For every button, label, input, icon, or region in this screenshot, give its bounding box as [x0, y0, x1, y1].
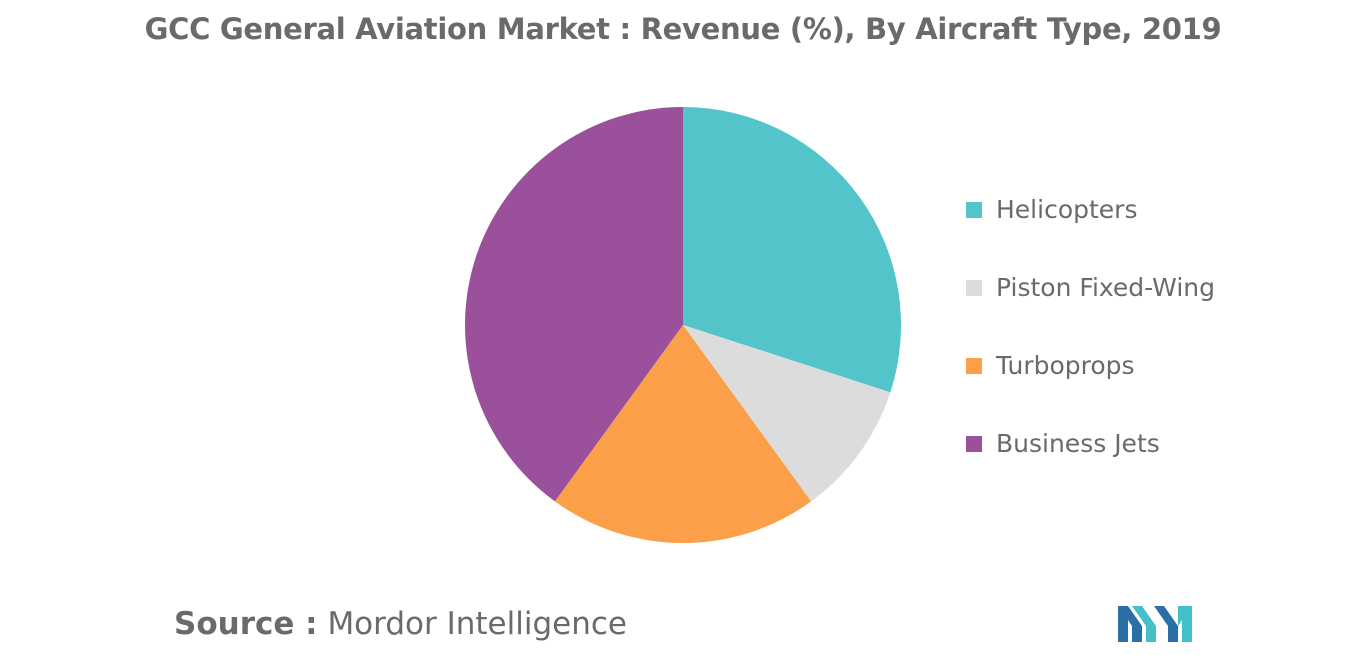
pie-slice-business-jets — [465, 107, 683, 502]
source-value: Mordor Intelligence — [327, 606, 627, 642]
mordor-intelligence-logo-icon — [1118, 606, 1192, 642]
logo-shape-left-light — [1132, 606, 1156, 642]
legend-swatch-helicopters — [966, 202, 982, 218]
legend-item-helicopters: Helicopters — [966, 190, 1215, 268]
legend-label-helicopters: Helicopters — [996, 195, 1138, 224]
source-label: Source : — [174, 606, 318, 642]
logo-shape-right-light — [1178, 606, 1192, 642]
legend-item-turboprops: Turboprops — [966, 346, 1215, 424]
legend-swatch-business-jets — [966, 436, 982, 452]
logo-shape-right-dark — [1154, 606, 1178, 642]
chart-title: GCC General Aviation Market : Revenue (%… — [144, 12, 1222, 46]
logo-shape-left-dark — [1118, 606, 1142, 642]
legend-swatch-piston-fixed-wing — [966, 280, 982, 296]
legend-swatch-turboprops — [966, 358, 982, 374]
pie-slice-piston-fixed-wing — [683, 325, 891, 502]
pie-slices — [465, 107, 902, 544]
legend-item-piston-fixed-wing: Piston Fixed-Wing — [966, 268, 1215, 346]
legend-label-turboprops: Turboprops — [996, 351, 1135, 380]
legend-label-piston-fixed-wing: Piston Fixed-Wing — [996, 273, 1216, 302]
pie-slice-turboprops — [554, 325, 812, 544]
legend-item-business-jets: Business Jets — [966, 424, 1215, 502]
legend-label-business-jets: Business Jets — [996, 429, 1160, 458]
source-note: Source : Mordor Intelligence — [174, 606, 627, 642]
legend: Helicopters Piston Fixed-Wing Turboprops… — [966, 190, 1215, 502]
pie-slice-helicopters — [683, 107, 902, 393]
